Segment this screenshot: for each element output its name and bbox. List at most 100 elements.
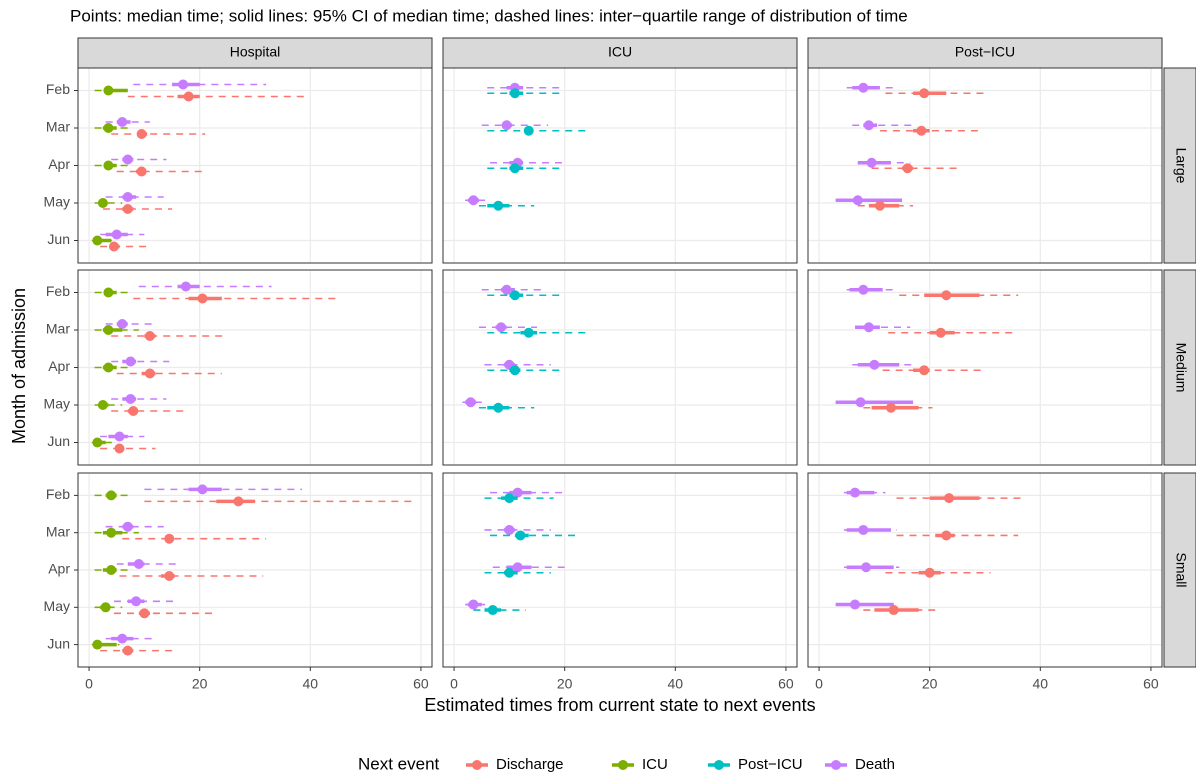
y-tick-label: Mar — [46, 119, 70, 135]
panel-border — [807, 472, 1163, 668]
median-point — [97, 400, 108, 410]
x-tick-label: 0 — [815, 676, 823, 692]
x-tick-label: 40 — [303, 676, 319, 692]
median-point — [197, 484, 208, 495]
y-tick-label: May — [44, 194, 70, 210]
median-point — [125, 356, 136, 367]
median-point — [180, 281, 191, 292]
median-point — [92, 235, 103, 246]
median-point — [164, 571, 175, 581]
strip — [77, 37, 433, 69]
median-point — [869, 359, 880, 370]
legend-label: ICU — [642, 756, 668, 773]
median-point — [501, 284, 512, 295]
median-point — [164, 533, 175, 544]
median-point — [496, 322, 507, 333]
median-point — [178, 79, 189, 90]
median-point — [122, 204, 133, 214]
median-point — [523, 125, 534, 136]
median-point — [509, 365, 520, 376]
median-point — [136, 166, 147, 177]
panel-border — [442, 67, 798, 264]
median-point — [468, 195, 479, 206]
median-point — [941, 530, 952, 541]
panel-border — [442, 269, 798, 466]
strip — [1163, 269, 1196, 466]
strip-label: Hospital — [230, 44, 281, 60]
y-tick-label: Mar — [46, 523, 70, 539]
median-point — [504, 524, 515, 535]
strip-label: Post−ICU — [955, 44, 1015, 60]
median-point — [924, 567, 935, 578]
x-tick-label: 20 — [557, 676, 573, 692]
y-tick-label: Jun — [47, 635, 70, 651]
median-point — [103, 325, 114, 335]
median-point — [515, 530, 526, 541]
median-point — [106, 527, 117, 538]
median-point — [916, 125, 927, 136]
median-point — [465, 397, 476, 408]
legend-swatch — [472, 760, 482, 770]
median-point — [944, 493, 955, 504]
y-tick-label: Feb — [46, 81, 70, 97]
median-point — [504, 493, 515, 504]
strip-label: ICU — [608, 44, 632, 60]
median-point — [858, 284, 869, 295]
median-point — [117, 633, 128, 644]
x-tick-label: 40 — [1033, 676, 1049, 692]
median-point — [523, 327, 534, 338]
median-point — [935, 327, 946, 338]
y-tick-label: Feb — [46, 283, 70, 299]
median-point — [509, 163, 520, 174]
median-point — [131, 596, 142, 607]
median-point — [850, 487, 861, 498]
x-tick-label: 60 — [413, 676, 429, 692]
median-point — [92, 437, 103, 448]
median-point — [114, 431, 125, 442]
median-point — [509, 290, 520, 301]
median-point — [92, 639, 103, 650]
y-tick-label: Apr — [48, 156, 70, 172]
median-point — [103, 287, 114, 298]
median-point — [125, 394, 136, 404]
median-point — [512, 562, 523, 573]
median-point — [919, 88, 930, 99]
y-tick-label: Apr — [48, 358, 70, 374]
median-point — [122, 645, 133, 656]
median-point — [114, 443, 125, 454]
median-point — [850, 599, 861, 610]
median-point — [233, 496, 244, 507]
panel-border — [442, 472, 798, 668]
median-point — [136, 129, 147, 139]
median-point — [106, 565, 117, 575]
median-point — [509, 88, 520, 99]
median-point — [103, 362, 114, 373]
median-point — [106, 490, 117, 501]
median-point — [888, 605, 899, 616]
median-point — [885, 402, 896, 413]
x-tick-label: 60 — [1143, 676, 1159, 692]
median-point — [504, 567, 515, 578]
y-tick-label: Feb — [46, 486, 70, 502]
median-point — [133, 559, 144, 569]
median-point — [861, 562, 872, 573]
x-tick-label: 20 — [922, 676, 938, 692]
strip — [1163, 472, 1196, 668]
strip-label: Small — [1173, 552, 1189, 587]
strip — [442, 37, 798, 69]
median-point — [97, 198, 108, 208]
strip — [807, 37, 1163, 69]
median-point — [122, 154, 133, 165]
y-tick-label: Jun — [47, 433, 70, 449]
chart-title: Points: median time; solid lines: 95% CI… — [70, 6, 908, 25]
median-point — [111, 229, 122, 240]
strip — [1163, 67, 1196, 264]
y-tick-label: Mar — [46, 321, 70, 337]
median-point — [866, 157, 877, 168]
median-point — [103, 123, 114, 133]
median-point — [144, 368, 155, 379]
strip-label: Large — [1173, 148, 1189, 184]
median-point — [858, 524, 869, 535]
legend-swatch — [618, 760, 628, 770]
